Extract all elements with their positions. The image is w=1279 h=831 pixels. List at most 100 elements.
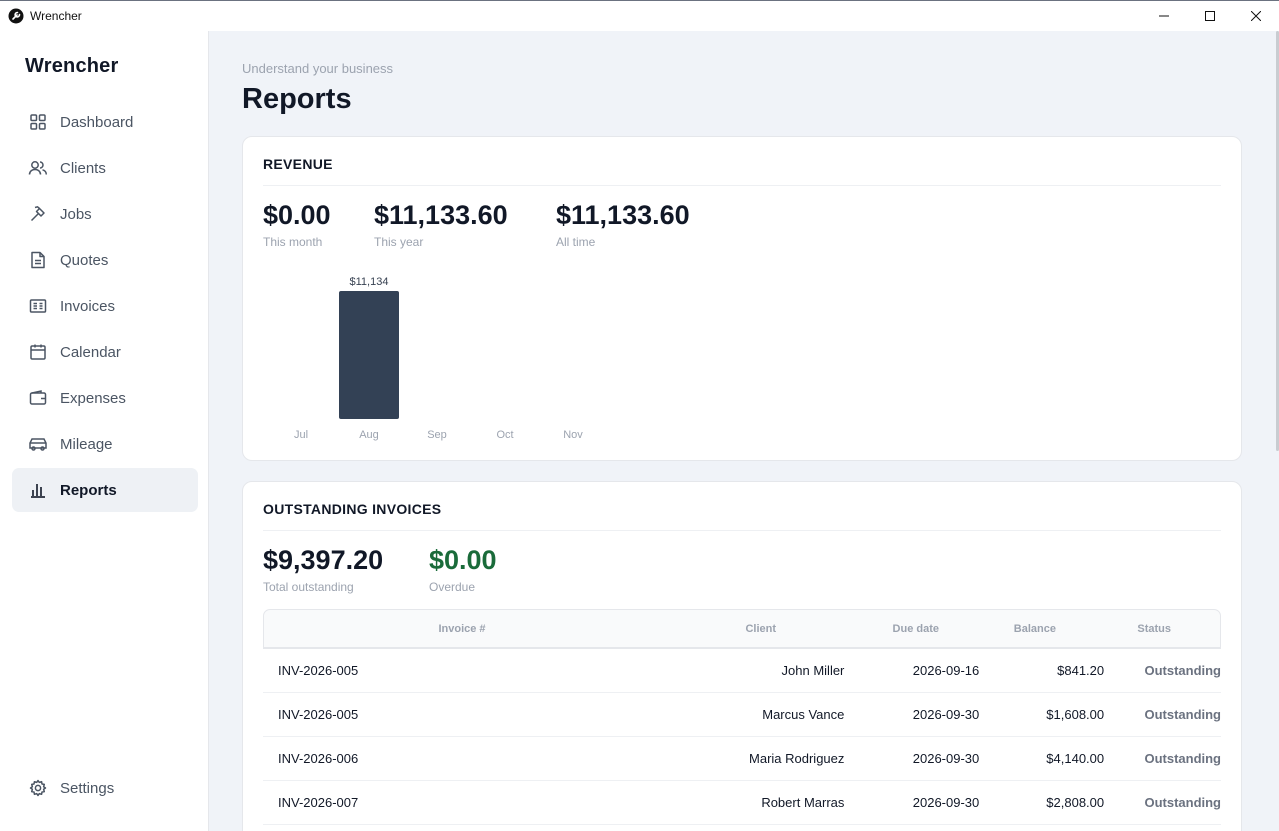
stat-this-month: $0.00 This month [263,200,331,249]
outstanding-invoices-card: OUTSTANDING INVOICES $9,397.20 Total out… [242,481,1242,831]
status-cell: Outstanding [1144,795,1221,810]
stat-label: Overdue [429,580,476,594]
sidebar-item-clients[interactable]: Clients [12,146,198,190]
users-icon [28,158,48,178]
bar-data-label: $11,134 [350,276,389,288]
revenue-card: REVENUE $0.00 This month $11,133.60 This… [242,136,1242,461]
sidebar-item-label: Quotes [60,251,109,269]
due-date-cell: 2026-09-30 [912,751,980,766]
stat-value: $11,133.60 [374,200,508,230]
revenue-chart: Jul $11,134 Aug Sep Oct Nov [294,276,583,441]
sidebar-item-settings[interactable]: Settings [12,766,198,810]
sidebar-item-label: Settings [60,779,115,797]
sidebar-item-invoices[interactable]: Invoices [12,284,198,328]
page-subtitle: Understand your business [242,61,394,76]
client-cell: Robert Marras [761,795,845,810]
brand-name: Wrencher [25,55,119,77]
sidebar-item-quotes[interactable]: Quotes [12,238,198,282]
invoice-icon [28,296,48,316]
sidebar-item-label: Reports [60,481,117,499]
bar-chart-icon [28,480,48,500]
sidebar: Wrencher Dashboard Clients Jobs Quotes [0,31,209,831]
sidebar-item-mileage[interactable]: Mileage [12,422,198,466]
table-row[interactable]: INV-2026-007 Robert Marras 2026-09-30 $2,80… [263,781,1221,825]
column-header-invoice[interactable]: Invoice # [438,622,486,635]
table-header: Invoice # Client Due date Balance Status [263,609,1221,649]
stat-value: $0.00 [429,545,497,575]
window-titlebar: Wrencher [0,0,1279,31]
x-axis-tick-label: Aug [359,429,379,441]
app-logo-icon [8,8,24,24]
dashboard-icon [28,112,48,132]
sidebar-item-reports[interactable]: Reports [12,468,198,512]
sidebar-item-calendar[interactable]: Calendar [12,330,198,374]
balance-cell: $1,608.00 [1046,707,1105,722]
minimize-button[interactable] [1141,1,1187,31]
column-header-status[interactable]: Status [1137,622,1171,635]
maximize-button[interactable] [1187,1,1233,31]
stat-value: $9,397.20 [263,545,384,575]
sidebar-item-dashboard[interactable]: Dashboard [12,100,198,144]
car-icon [28,434,48,454]
stat-all-time: $11,133.60 All time [556,200,690,249]
divider [263,530,1221,531]
stat-value: $0.00 [263,200,331,230]
settings-nav: Settings [12,766,198,812]
calendar-icon [28,342,48,362]
invoice-number-cell: INV-2026-005 [278,707,359,722]
sidebar-item-expenses[interactable]: Expenses [12,376,198,420]
sidebar-item-label: Clients [60,159,106,177]
table-row[interactable]: INV-2026-005 John Miller 2026-09-16 $841.20… [263,649,1221,693]
sidebar-nav: Dashboard Clients Jobs Quotes Invoices [12,100,198,514]
main-content: Understand your business Reports REVENUE… [210,31,1276,831]
wallet-icon [28,388,48,408]
balance-cell: $841.20 [1057,663,1105,678]
stat-label: This year [374,235,424,249]
stat-value: $11,133.60 [556,200,690,230]
invoices-table: Invoice # Client Due date Balance Status… [263,609,1221,825]
client-cell: John Miller [781,663,845,678]
x-axis-tick-label: Oct [496,429,513,441]
sidebar-item-label: Calendar [60,343,121,361]
minimize-icon [1159,15,1169,17]
column-header-client[interactable]: Client [745,622,776,635]
revenue-bar-aug[interactable] [339,291,399,419]
x-axis-tick-label: Nov [563,429,583,441]
scrollbar[interactable] [1276,31,1279,451]
invoice-number-cell: INV-2026-005 [278,663,359,678]
table-row[interactable]: INV-2026-005 Marcus Vance 2026-09-30 $1,608… [263,693,1221,737]
window-title: Wrencher [30,9,82,23]
sidebar-item-label: Expenses [60,389,126,407]
column-header-due-date[interactable]: Due date [892,622,939,635]
sidebar-item-label: Invoices [60,297,116,315]
sidebar-item-jobs[interactable]: Jobs [12,192,198,236]
status-cell: Outstanding [1144,751,1221,766]
stat-label: All time [556,235,596,249]
sidebar-item-label: Mileage [60,435,113,453]
client-cell: Marcus Vance [762,707,845,722]
close-icon [1251,11,1261,21]
column-header-balance[interactable]: Balance [1013,622,1056,635]
stat-this-year: $11,133.60 This year [374,200,508,249]
status-cell: Outstanding [1144,707,1221,722]
x-axis-tick-label: Jul [294,429,308,441]
invoice-number-cell: INV-2026-006 [278,751,359,766]
gear-icon [28,778,48,798]
due-date-cell: 2026-09-16 [912,663,980,678]
table-row[interactable]: INV-2026-006 Maria Rodriguez 2026-09-30 $4,… [263,737,1221,781]
outstanding-title: OUTSTANDING INVOICES [263,501,442,517]
maximize-icon [1205,11,1215,21]
window-controls [1141,1,1279,31]
due-date-cell: 2026-09-30 [912,707,980,722]
due-date-cell: 2026-09-30 [912,795,980,810]
revenue-title: REVENUE [263,156,333,172]
close-button[interactable] [1233,1,1279,31]
document-icon [28,250,48,270]
client-cell: Maria Rodriguez [749,751,845,766]
divider [263,185,1221,186]
balance-cell: $2,808.00 [1046,795,1105,810]
balance-cell: $4,140.00 [1046,751,1105,766]
table-body: INV-2026-005 John Miller 2026-09-16 $841.20… [263,649,1221,825]
page-title: Reports [242,83,352,115]
sidebar-item-label: Jobs [60,205,92,223]
